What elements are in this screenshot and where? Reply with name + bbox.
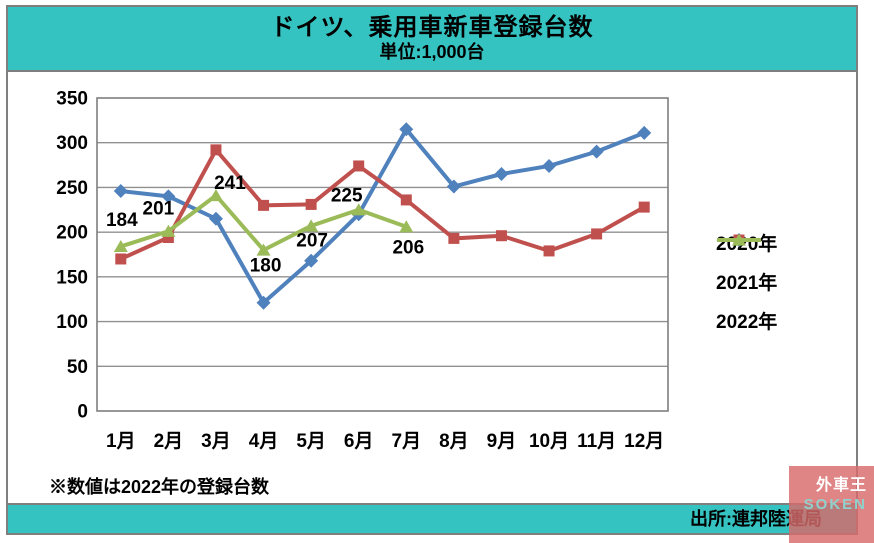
data-point-marker — [113, 184, 128, 199]
data-point-marker — [591, 228, 603, 240]
svg-text:241: 241 — [214, 173, 246, 194]
data-point-marker — [448, 232, 460, 244]
series-2022年 — [113, 188, 414, 256]
svg-text:200: 200 — [56, 223, 88, 244]
svg-text:6月: 6月 — [344, 431, 374, 452]
svg-text:184: 184 — [106, 210, 138, 231]
svg-text:50: 50 — [67, 357, 88, 378]
data-point-marker — [543, 245, 555, 257]
legend-label: 2022年 — [716, 311, 778, 333]
svg-text:1月: 1月 — [106, 431, 136, 452]
data-point-marker — [115, 253, 127, 265]
legend-item-2022年: 2022年 — [716, 233, 778, 333]
data-point-marker — [161, 189, 176, 204]
legend-label: 2021年 — [716, 272, 778, 294]
data-point-marker — [637, 125, 652, 140]
data-point-marker — [256, 295, 271, 310]
legend: 2020年 2021年 2022年 — [716, 231, 778, 333]
chart-title: ドイツ、乗用車新車登録台数 — [270, 14, 594, 41]
svg-text:350: 350 — [56, 89, 88, 110]
series-2021年 — [115, 144, 650, 265]
soken-logo: 外車王 SOKEN — [789, 466, 874, 543]
svg-text:180: 180 — [250, 256, 282, 277]
svg-text:100: 100 — [56, 312, 88, 333]
data-point-marker — [208, 211, 223, 226]
source-bar: 出所:連邦陸運局 — [8, 503, 856, 533]
svg-text:12月: 12月 — [624, 431, 664, 452]
y-axis-labels: 0 50 100 150 200 250 300 350 — [56, 89, 88, 423]
svg-text:206: 206 — [392, 237, 424, 258]
svg-text:3月: 3月 — [201, 431, 231, 452]
svg-text:8月: 8月 — [439, 431, 469, 452]
data-point-marker — [210, 144, 222, 156]
data-point-marker — [113, 239, 128, 253]
svg-text:150: 150 — [56, 267, 88, 288]
data-point-marker — [208, 188, 223, 202]
x-axis-labels: 1月 2月 3月 4月 5月 6月 7月 8月 9月 10月 11月 12月 — [106, 431, 664, 452]
series-2020年 — [113, 122, 652, 310]
data-point-marker — [256, 243, 271, 256]
logo-line1: 外車王 — [815, 477, 867, 494]
data-point-marker — [446, 179, 461, 194]
data-point-marker — [305, 198, 317, 210]
data-point-marker — [399, 220, 414, 233]
svg-text:225: 225 — [331, 185, 363, 206]
svg-text:11月: 11月 — [577, 431, 616, 452]
plot-grid — [97, 142, 668, 367]
svg-text:9月: 9月 — [487, 431, 517, 452]
svg-text:201: 201 — [143, 199, 175, 220]
data-point-marker — [400, 194, 412, 206]
data-point-marker — [351, 203, 366, 216]
chart-area: 0 50 100 150 200 250 300 350 1月 2月 3月 4月 5月 6月 7月 8月 9月 1… — [8, 72, 856, 503]
chart-unit-label: 単位:1,000台 — [379, 42, 485, 62]
svg-text:0: 0 — [77, 402, 88, 423]
data-point-marker — [399, 122, 414, 137]
legend-item-2021年: 2021年 — [716, 234, 778, 294]
data-point-marker — [589, 144, 604, 159]
data-point-marker — [258, 199, 270, 211]
data-point-marker — [161, 224, 176, 237]
legend-marker-triangle — [717, 233, 761, 246]
data-point-marker — [494, 167, 509, 182]
plot-border — [96, 97, 669, 412]
svg-text:7月: 7月 — [392, 431, 422, 452]
data-point-marker — [353, 160, 365, 172]
svg-text:10月: 10月 — [529, 431, 569, 452]
svg-text:4月: 4月 — [249, 431, 279, 452]
title-bar: ドイツ、乗用車新車登録台数 単位:1,000台 — [8, 7, 856, 72]
data-point-marker — [638, 201, 650, 213]
logo-line2: SOKEN — [803, 496, 867, 513]
footnote: ※数値は2022年の登録台数 — [49, 477, 270, 497]
data-point-marker — [495, 230, 507, 242]
chart-card: ドイツ、乗用車新車登録台数 単位:1,000台 0 50 100 150 200 250 3… — [6, 5, 858, 535]
svg-text:2月: 2月 — [154, 431, 184, 452]
data-point-marker — [542, 158, 557, 173]
svg-text:5月: 5月 — [296, 431, 326, 452]
svg-text:300: 300 — [56, 133, 88, 154]
svg-text:207: 207 — [296, 230, 328, 251]
data-point-marker — [304, 253, 319, 268]
svg-text:250: 250 — [56, 178, 88, 199]
data-point-marker — [304, 219, 319, 232]
